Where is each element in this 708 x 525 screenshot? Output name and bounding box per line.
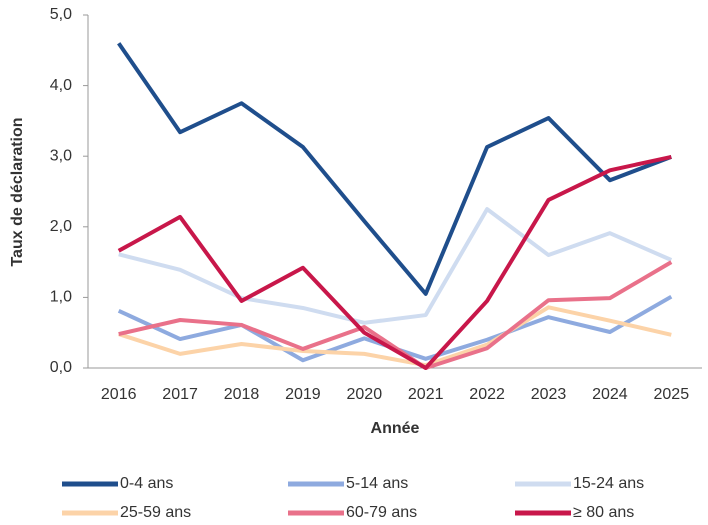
y-tick-label: 5,0 — [50, 6, 72, 23]
x-tick-label: 2019 — [285, 386, 321, 403]
x-axis-title: Année — [371, 420, 420, 437]
x-tick-label: 2025 — [654, 386, 690, 403]
x-tick-label: 2023 — [531, 386, 567, 403]
x-tick-label: 2022 — [469, 386, 505, 403]
series-line — [117, 154, 672, 370]
series-line — [118, 207, 673, 325]
y-tick-label: 3,0 — [50, 147, 72, 164]
legend-label: 25-59 ans — [120, 504, 191, 521]
legend-label: 0-4 ans — [120, 475, 173, 492]
legend-label: ≥ 80 ans — [573, 504, 634, 521]
series-line — [118, 305, 672, 368]
x-tick-label: 2017 — [162, 386, 198, 403]
y-tick-label: 4,0 — [50, 77, 72, 94]
legend-label: 60-79 ans — [346, 504, 417, 521]
series-line — [118, 260, 673, 370]
x-tick-label: 2021 — [408, 386, 444, 403]
y-tick-label: 1,0 — [50, 289, 72, 306]
y-tick-label: 0,0 — [50, 359, 72, 376]
x-tick-label: 2024 — [592, 386, 628, 403]
y-axis-title: Taux de déclaration — [9, 117, 26, 266]
legend-label: 15-24 ans — [573, 475, 644, 492]
y-tick-label: 2,0 — [50, 218, 72, 235]
series-line — [117, 42, 673, 296]
x-tick-label: 2018 — [224, 386, 260, 403]
x-tick-label: 2020 — [347, 386, 383, 403]
legend-label: 5-14 ans — [346, 475, 408, 492]
x-tick-label: 2016 — [101, 386, 137, 403]
